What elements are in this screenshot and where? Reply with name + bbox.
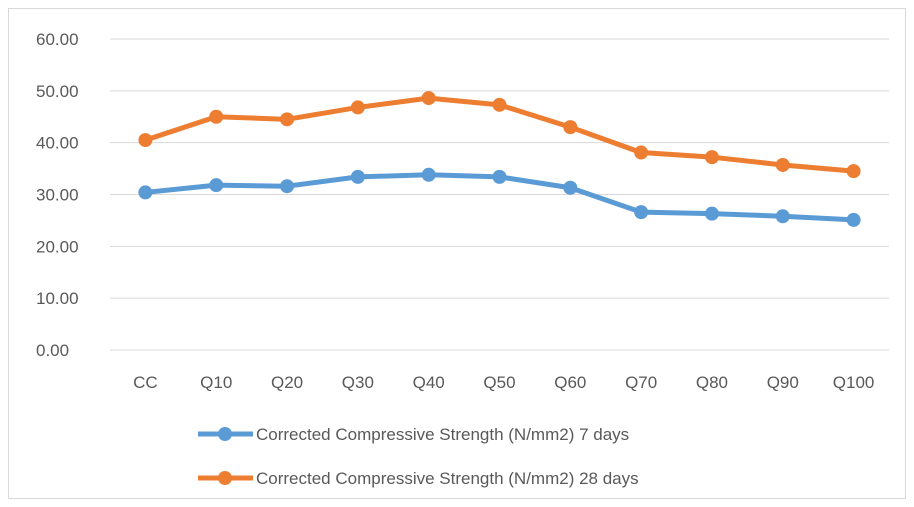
data-point <box>634 145 649 160</box>
data-point <box>775 157 790 172</box>
data-point <box>209 109 224 124</box>
data-point <box>563 180 578 195</box>
data-point <box>775 209 790 224</box>
data-point <box>846 212 861 227</box>
x-tick-label: Q10 <box>200 373 232 392</box>
legend-swatch-marker <box>218 427 232 441</box>
data-point <box>563 120 578 135</box>
y-axis-ticks: 0.00 10.00 20.00 30.00 40.00 50.00 60.00 <box>36 30 79 360</box>
data-point <box>421 167 436 182</box>
data-point <box>846 164 861 179</box>
x-tick-label: CC <box>133 373 158 392</box>
x-tick-label: Q80 <box>696 373 728 392</box>
x-tick-label: Q100 <box>833 373 875 392</box>
data-point <box>138 185 153 200</box>
chart-frame <box>8 8 906 499</box>
y-tick-label: 50.00 <box>36 82 79 101</box>
data-point <box>421 91 436 106</box>
data-point <box>492 97 507 112</box>
gridlines <box>110 38 889 351</box>
x-tick-label: Q90 <box>767 373 799 392</box>
y-tick-label: 30.00 <box>36 186 79 205</box>
data-point <box>350 100 365 115</box>
x-tick-label: Q20 <box>271 373 303 392</box>
legend-label: Corrected Compressive Strength (N/mm2) 2… <box>256 469 639 488</box>
data-point <box>138 133 153 148</box>
data-point <box>280 112 295 127</box>
x-tick-label: Q60 <box>554 373 586 392</box>
series-lines <box>138 91 861 227</box>
data-point <box>634 205 649 220</box>
legend-label: Corrected Compressive Strength (N/mm2) 7… <box>256 425 629 444</box>
x-tick-label: Q50 <box>483 373 515 392</box>
data-point <box>492 169 507 184</box>
data-point <box>704 206 719 221</box>
x-axis-ticks: CC Q10 Q20 Q30 Q40 Q50 Q60 Q70 Q80 Q90 Q100 <box>133 373 874 392</box>
y-tick-label: 0.00 <box>36 341 69 360</box>
x-tick-label: Q70 <box>625 373 657 392</box>
data-point <box>350 169 365 184</box>
y-tick-label: 60.00 <box>36 30 79 49</box>
x-tick-label: Q30 <box>342 373 374 392</box>
legend: Corrected Compressive Strength (N/mm2) 7… <box>198 425 639 488</box>
data-point <box>704 150 719 165</box>
y-tick-label: 10.00 <box>36 289 79 308</box>
y-tick-label: 20.00 <box>36 237 79 256</box>
data-point <box>209 178 224 193</box>
data-point <box>280 179 295 194</box>
legend-swatch-marker <box>218 471 232 485</box>
x-tick-label: Q40 <box>413 373 445 392</box>
y-tick-label: 40.00 <box>36 134 79 153</box>
